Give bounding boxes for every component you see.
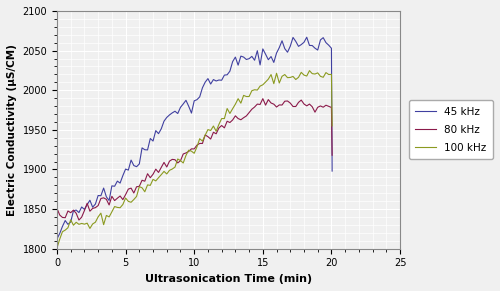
Line: 80 kHz: 80 kHz — [57, 99, 332, 220]
100 kHz — [180, 161, 186, 165]
45 kHz — [271, 61, 277, 64]
80 kHz — [276, 103, 282, 107]
Legend: 45 kHz, 80 kHz, 100 kHz: 45 kHz, 80 kHz, 100 kHz — [408, 100, 492, 159]
100 kHz — [106, 215, 112, 219]
80 kHz — [298, 98, 304, 102]
100 kHz — [293, 78, 299, 81]
100 kHz — [249, 89, 255, 93]
80 kHz — [183, 151, 189, 155]
80 kHz — [109, 195, 115, 198]
45 kHz — [329, 169, 335, 173]
80 kHz — [54, 207, 60, 210]
100 kHz — [54, 246, 60, 250]
100 kHz — [114, 206, 120, 209]
100 kHz — [329, 124, 335, 128]
45 kHz — [249, 55, 255, 58]
80 kHz — [117, 194, 123, 198]
Line: 100 kHz: 100 kHz — [57, 71, 332, 248]
45 kHz — [293, 40, 299, 43]
45 kHz — [180, 102, 186, 106]
100 kHz — [306, 69, 312, 72]
45 kHz — [106, 199, 112, 202]
Y-axis label: Electric Conductivity (µS/CM): Electric Conductivity (µS/CM) — [7, 44, 17, 216]
80 kHz — [260, 97, 266, 100]
45 kHz — [304, 36, 310, 39]
Line: 45 kHz: 45 kHz — [57, 37, 332, 239]
100 kHz — [271, 82, 277, 85]
X-axis label: Ultrasonication Time (min): Ultrasonication Time (min) — [145, 274, 312, 284]
45 kHz — [54, 237, 60, 241]
80 kHz — [329, 153, 335, 157]
80 kHz — [76, 218, 82, 222]
45 kHz — [114, 179, 120, 183]
80 kHz — [252, 105, 258, 109]
